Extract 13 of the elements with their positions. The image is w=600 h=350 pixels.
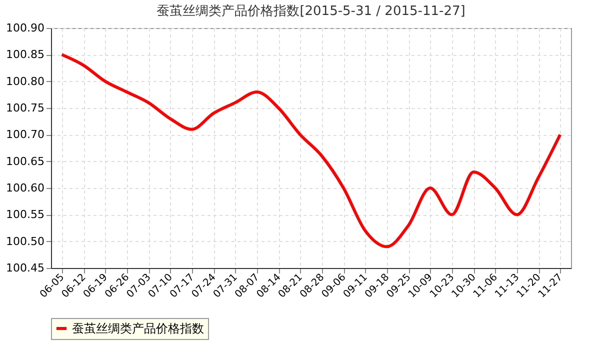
y-tick-label: 100.80: [6, 74, 44, 88]
y-tick-label: 100.45: [6, 262, 44, 274]
y-tick-label: 100.60: [6, 182, 44, 194]
y-tick-label: 100.55: [6, 208, 44, 222]
y-tick-label: 100.65: [6, 154, 44, 168]
y-tick-label: 100.85: [6, 48, 44, 62]
y-tick-label: 100.90: [6, 22, 44, 34]
line-series: [60, 53, 562, 248]
legend-label: 蚕茧丝绸类产品价格指数: [72, 322, 204, 336]
y-tick-label: 100.75: [6, 102, 44, 114]
y-tick-label: 100.70: [6, 128, 44, 142]
y-tick-label: 100.50: [6, 234, 44, 248]
chart-title: 蚕茧丝绸类产品价格指数[2015-5-31 / 2015-11-27]: [156, 4, 466, 19]
